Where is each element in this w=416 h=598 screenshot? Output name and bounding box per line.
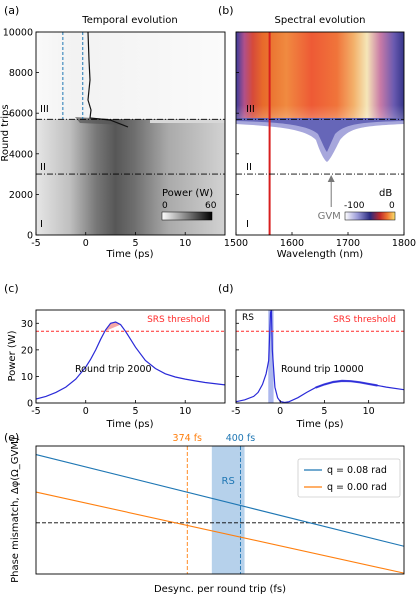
panel-e-ylabel: Phase mismatch, Δφ(Ω_GVM) bbox=[10, 437, 21, 583]
panel-a-x-tick-label-1: 0 bbox=[83, 238, 89, 249]
panel-c-x-tick-label-0: -5 bbox=[31, 406, 40, 417]
panel-a-colorbar-max: 60 bbox=[205, 201, 217, 211]
panel-c-ylabel: Power (W) bbox=[7, 330, 18, 381]
panel-b-colorbar-label: dB bbox=[379, 188, 392, 199]
panel-a-region-II: II bbox=[40, 162, 46, 173]
panel-label-c: (c) bbox=[4, 282, 19, 295]
panel-c-y-tick-label-3: 30 bbox=[21, 319, 33, 330]
panel-a-colorbar bbox=[161, 211, 213, 221]
panel-a-y-tick-label-1: 2000 bbox=[9, 190, 33, 201]
panel-label-d: (d) bbox=[218, 282, 234, 295]
panel-label-e: (e) bbox=[4, 431, 19, 444]
panel-c-x-tick-label-2: 5 bbox=[132, 406, 138, 417]
legend-label-q008: q = 0.08 rad bbox=[327, 465, 387, 476]
panel-e-series-q008 bbox=[35, 453, 405, 547]
panel-c-x-tick-label-3: 10 bbox=[179, 406, 191, 417]
panel-d-xlabel: Time (ps) bbox=[295, 419, 343, 430]
panel-e-rs-band bbox=[211, 446, 245, 574]
panel-d-rs-label: RS bbox=[242, 313, 254, 323]
panel-b-title: Spectral evolution bbox=[275, 15, 366, 26]
panel-c-frame bbox=[35, 309, 226, 404]
panel-b-gvm-label: GVM bbox=[318, 211, 341, 222]
panel-b-gvm-arrowhead bbox=[327, 175, 335, 182]
panel-a-colorbar-label: Power (W) bbox=[162, 188, 213, 199]
panel-a-soliton-trace bbox=[75, 117, 125, 125]
panel-a-x-tick-label-3: 10 bbox=[179, 238, 191, 249]
panel-d: SRS threshold RS Round trip 10000 -5 0 5 10… bbox=[231, 309, 405, 430]
panel-d-x-tick-label-0: -5 bbox=[231, 406, 240, 417]
panel-d-annotation: Round trip 10000 bbox=[281, 364, 364, 375]
panel-b-colorbar-max: 0 bbox=[389, 201, 395, 211]
panel-c-annotation: Round trip 2000 bbox=[75, 364, 152, 375]
legend-label-q000: q = 0.00 rad bbox=[327, 482, 387, 493]
panel-a-y-tick-label-2: 4000 bbox=[9, 149, 33, 160]
panel-d-x-tick-label-1: 0 bbox=[277, 406, 283, 417]
panel-e-vline-label-374: 374 fs bbox=[173, 433, 202, 444]
panel-b-colorbar-min: -100 bbox=[344, 201, 365, 211]
panel-b-region-I: I bbox=[246, 219, 249, 230]
panel-a-xlabel: Time (ps) bbox=[105, 249, 153, 260]
panel-b-x-tick-label-2: 1700 bbox=[336, 238, 360, 249]
panel-c-power-line bbox=[36, 321, 225, 400]
panel-a-y-tick-label-0: 0 bbox=[27, 231, 33, 242]
panel-d-x-tick-label-2: 5 bbox=[321, 406, 327, 417]
panel-b-frame bbox=[235, 31, 405, 236]
panel-e-xlabel: Desync. per round trip (fs) bbox=[154, 584, 286, 595]
panel-e-rs-label: RS bbox=[222, 476, 235, 487]
panel-label-a: (a) bbox=[4, 4, 19, 17]
panel-c-x-tick-label-1: 0 bbox=[83, 406, 89, 417]
panel-b-xlabel: Wavelength (nm) bbox=[277, 249, 363, 260]
panel-a-frame bbox=[35, 31, 226, 236]
panel-c-xlabel: Time (ps) bbox=[105, 419, 153, 430]
panel-a-y-tick-label-4: 8000 bbox=[9, 68, 33, 79]
panel-a-colorbar-min: 0 bbox=[162, 201, 168, 211]
panel-a-x-tick-label-0: -5 bbox=[31, 238, 40, 249]
panel-b-region-III: III bbox=[246, 104, 255, 115]
panel-a: Temporal evolution I II III Power (W) 0 … bbox=[0, 15, 226, 260]
panel-d-rs-band bbox=[268, 310, 274, 403]
panel-a-region-I: I bbox=[40, 219, 43, 230]
panel-e-vline-label-400: 400 fs bbox=[226, 433, 255, 444]
panel-a-y-tick-label-3: 6000 bbox=[9, 109, 33, 120]
panel-b-x-tick-label-0: 1500 bbox=[224, 238, 248, 249]
panel-a-x-tick-label-2: 5 bbox=[132, 238, 138, 249]
panel-a-region-III: III bbox=[40, 104, 49, 115]
panel-c-threshold-label: SRS threshold bbox=[147, 315, 210, 325]
panel-b-x-tick-label-3: 1800 bbox=[392, 238, 416, 249]
panel-d-threshold-label: SRS threshold bbox=[333, 315, 396, 325]
panel-c: SRS threshold Round trip 2000 -5 0 5 10 010… bbox=[7, 309, 226, 430]
panel-c-y-tick-label-1: 10 bbox=[21, 372, 33, 383]
panel-a-ylabel: Round trips bbox=[0, 104, 11, 161]
panel-c-y-tick-label-0: 0 bbox=[27, 399, 33, 410]
panel-b-gvm-feature bbox=[236, 118, 404, 162]
panel-b-region-II: II bbox=[246, 162, 252, 173]
panel-b-x-tick-label-1: 1600 bbox=[280, 238, 304, 249]
panel-b: Spectral evolution I II III GVM dB -100 … bbox=[224, 15, 416, 260]
panel-d-frame bbox=[235, 309, 405, 404]
panel-e-legend: q = 0.08 rad q = 0.00 rad bbox=[297, 458, 401, 498]
panel-d-x-tick-label-3: 10 bbox=[363, 406, 375, 417]
panel-c-srs-fill bbox=[104, 322, 121, 332]
panel-label-b: (b) bbox=[218, 4, 234, 17]
panel-c-y-tick-label-2: 20 bbox=[21, 345, 33, 356]
panel-e-frame bbox=[35, 445, 405, 575]
panel-a-y-tick-label-5: 10000 bbox=[3, 28, 33, 39]
panel-b-colorbar bbox=[344, 211, 396, 221]
panel-e: RS 374 fs 400 fs q = 0.08 rad q = 0.00 r… bbox=[10, 433, 405, 595]
panel-e-series-q000 bbox=[35, 491, 405, 574]
panel-a-title: Temporal evolution bbox=[81, 15, 177, 26]
